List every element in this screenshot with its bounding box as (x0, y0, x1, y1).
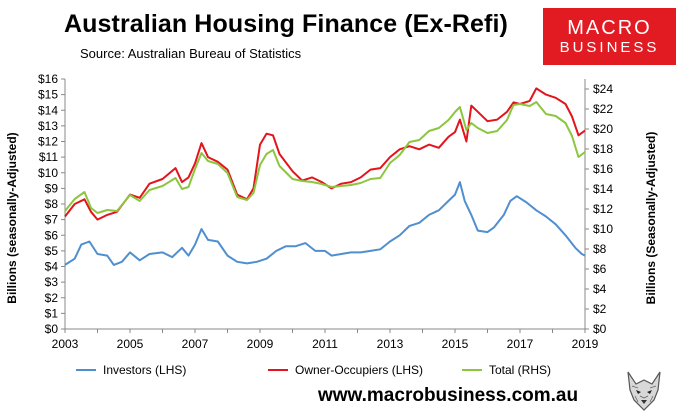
left-tick-label: $12 (38, 135, 58, 149)
left-tick-label: $10 (38, 166, 58, 180)
chart-title: Australian Housing Finance (Ex-Refi) (64, 10, 508, 38)
macrobusiness-logo[interactable]: MACRO BUSINESS (543, 8, 676, 65)
series-line-investors-lhs (64, 181, 586, 266)
legend-label: Total (RHS) (489, 363, 551, 377)
series-line-owner-occupiers-lhs (64, 87, 586, 221)
right-tick-label: $10 (593, 222, 613, 236)
left-tick-label: $2 (45, 291, 59, 305)
left-tick-label: $8 (45, 197, 59, 211)
left-tick-label: $0 (45, 322, 59, 336)
left-tick-label: $1 (45, 306, 59, 320)
right-tick-label: $16 (593, 162, 613, 176)
right-tick-label: $24 (593, 82, 613, 96)
x-tick-label: 2019 (572, 337, 599, 351)
left-tick-label: $4 (45, 260, 59, 274)
chart-legend: Investors (LHS) Owner-Occupiers (LHS) Tota… (76, 363, 551, 377)
right-tick-label: $20 (593, 122, 613, 136)
right-axis-title: Billions (Seasonally-Adjusted) (644, 132, 658, 305)
right-tick-label: $12 (593, 202, 613, 216)
x-tick-label: 2005 (117, 337, 144, 351)
left-tick-label: $6 (45, 228, 59, 242)
x-tick-label: 2017 (507, 337, 534, 351)
right-tick-label: $22 (593, 102, 613, 116)
legend-label: Investors (LHS) (103, 363, 186, 377)
x-tick-label: 2007 (182, 337, 209, 351)
right-tick-label: $6 (593, 262, 607, 276)
left-tick-label: $9 (45, 181, 59, 195)
left-tick-label: $14 (38, 103, 58, 117)
x-tick-label: 2015 (442, 337, 469, 351)
left-axis-title: Billions (seasonally-Adjusted) (5, 132, 19, 303)
left-tick-label: $13 (38, 119, 58, 133)
chart-source: Source: Australian Bureau of Statistics (80, 46, 302, 61)
x-tick-label: 2009 (247, 337, 274, 351)
left-tick-label: $5 (45, 244, 59, 258)
left-tick-label: $7 (45, 213, 59, 227)
website-url[interactable]: www.macrobusiness.com.au (318, 385, 579, 406)
x-tick-label: 2003 (52, 337, 79, 351)
series-line-total-rhs (64, 101, 586, 214)
right-tick-label: $18 (593, 142, 613, 156)
right-tick-label: $4 (593, 282, 607, 296)
logo-line-business: BUSINESS (559, 39, 660, 56)
right-tick-label: $2 (593, 302, 607, 316)
wolf-icon (620, 366, 668, 414)
x-tick-label: 2013 (377, 337, 404, 351)
right-tick-label: $8 (593, 242, 607, 256)
logo-line-macro: MACRO (567, 17, 652, 39)
right-tick-label: $14 (593, 182, 613, 196)
left-tick-label: $15 (38, 88, 58, 102)
right-tick-label: $0 (593, 322, 607, 336)
left-tick-label: $11 (39, 150, 58, 164)
x-tick-label: 2011 (312, 337, 338, 351)
left-tick-label: $16 (38, 72, 58, 86)
legend-label: Owner-Occupiers (LHS) (295, 363, 423, 377)
left-tick-label: $3 (45, 275, 59, 289)
